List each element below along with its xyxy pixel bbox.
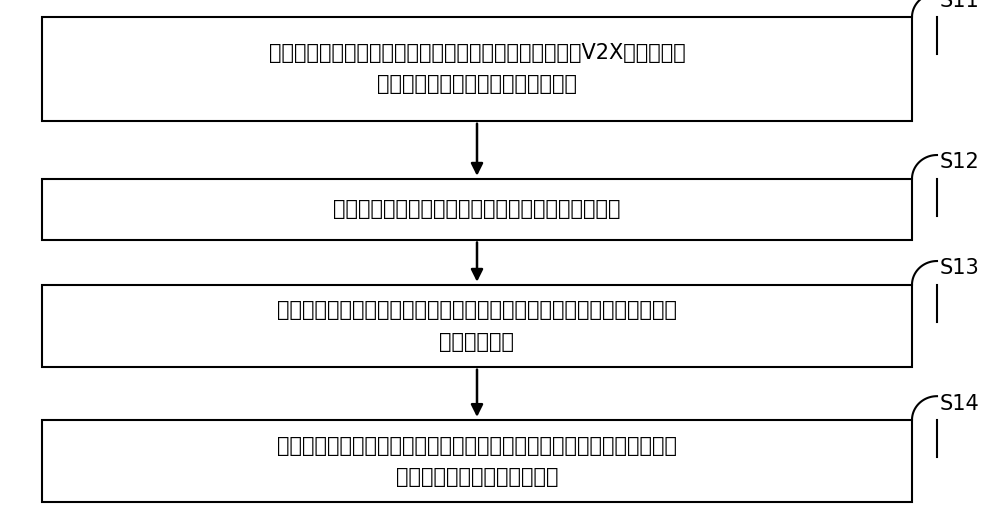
Bar	[42, 17, 912, 121]
Text: 向座舱安全系统发送主动安全控制信号，以使得座舱安全系统执行主动安
全控制信号所指示的安全操作: 向座舱安全系统发送主动安全控制信号，以使得座舱安全系统执行主动安 全控制信号所指…	[277, 436, 677, 487]
Text: S13: S13	[940, 258, 980, 278]
Bar	[42, 285, 912, 367]
Text: S11: S11	[940, 0, 980, 11]
Text: S12: S12	[940, 153, 980, 172]
Bar	[42, 179, 912, 240]
Bar	[42, 420, 912, 502]
Text: 获取第一感知信息，第一感知信息包括音视频输入信息、V2X信息、接触
式输入信息及导航信息中的至少一项: 获取第一感知信息，第一感知信息包括音视频输入信息、V2X信息、接触 式输入信息及…	[269, 43, 685, 94]
Text: 根据第一感知信息检测是否满足预设的安全决策条件: 根据第一感知信息检测是否满足预设的安全决策条件	[333, 199, 621, 219]
Text: S14: S14	[940, 393, 980, 413]
Text: 响应于检测到满足预设的安全决策条件，生成与安全决策条件对应的主动
安全控制信号: 响应于检测到满足预设的安全决策条件，生成与安全决策条件对应的主动 安全控制信号	[277, 301, 677, 351]
